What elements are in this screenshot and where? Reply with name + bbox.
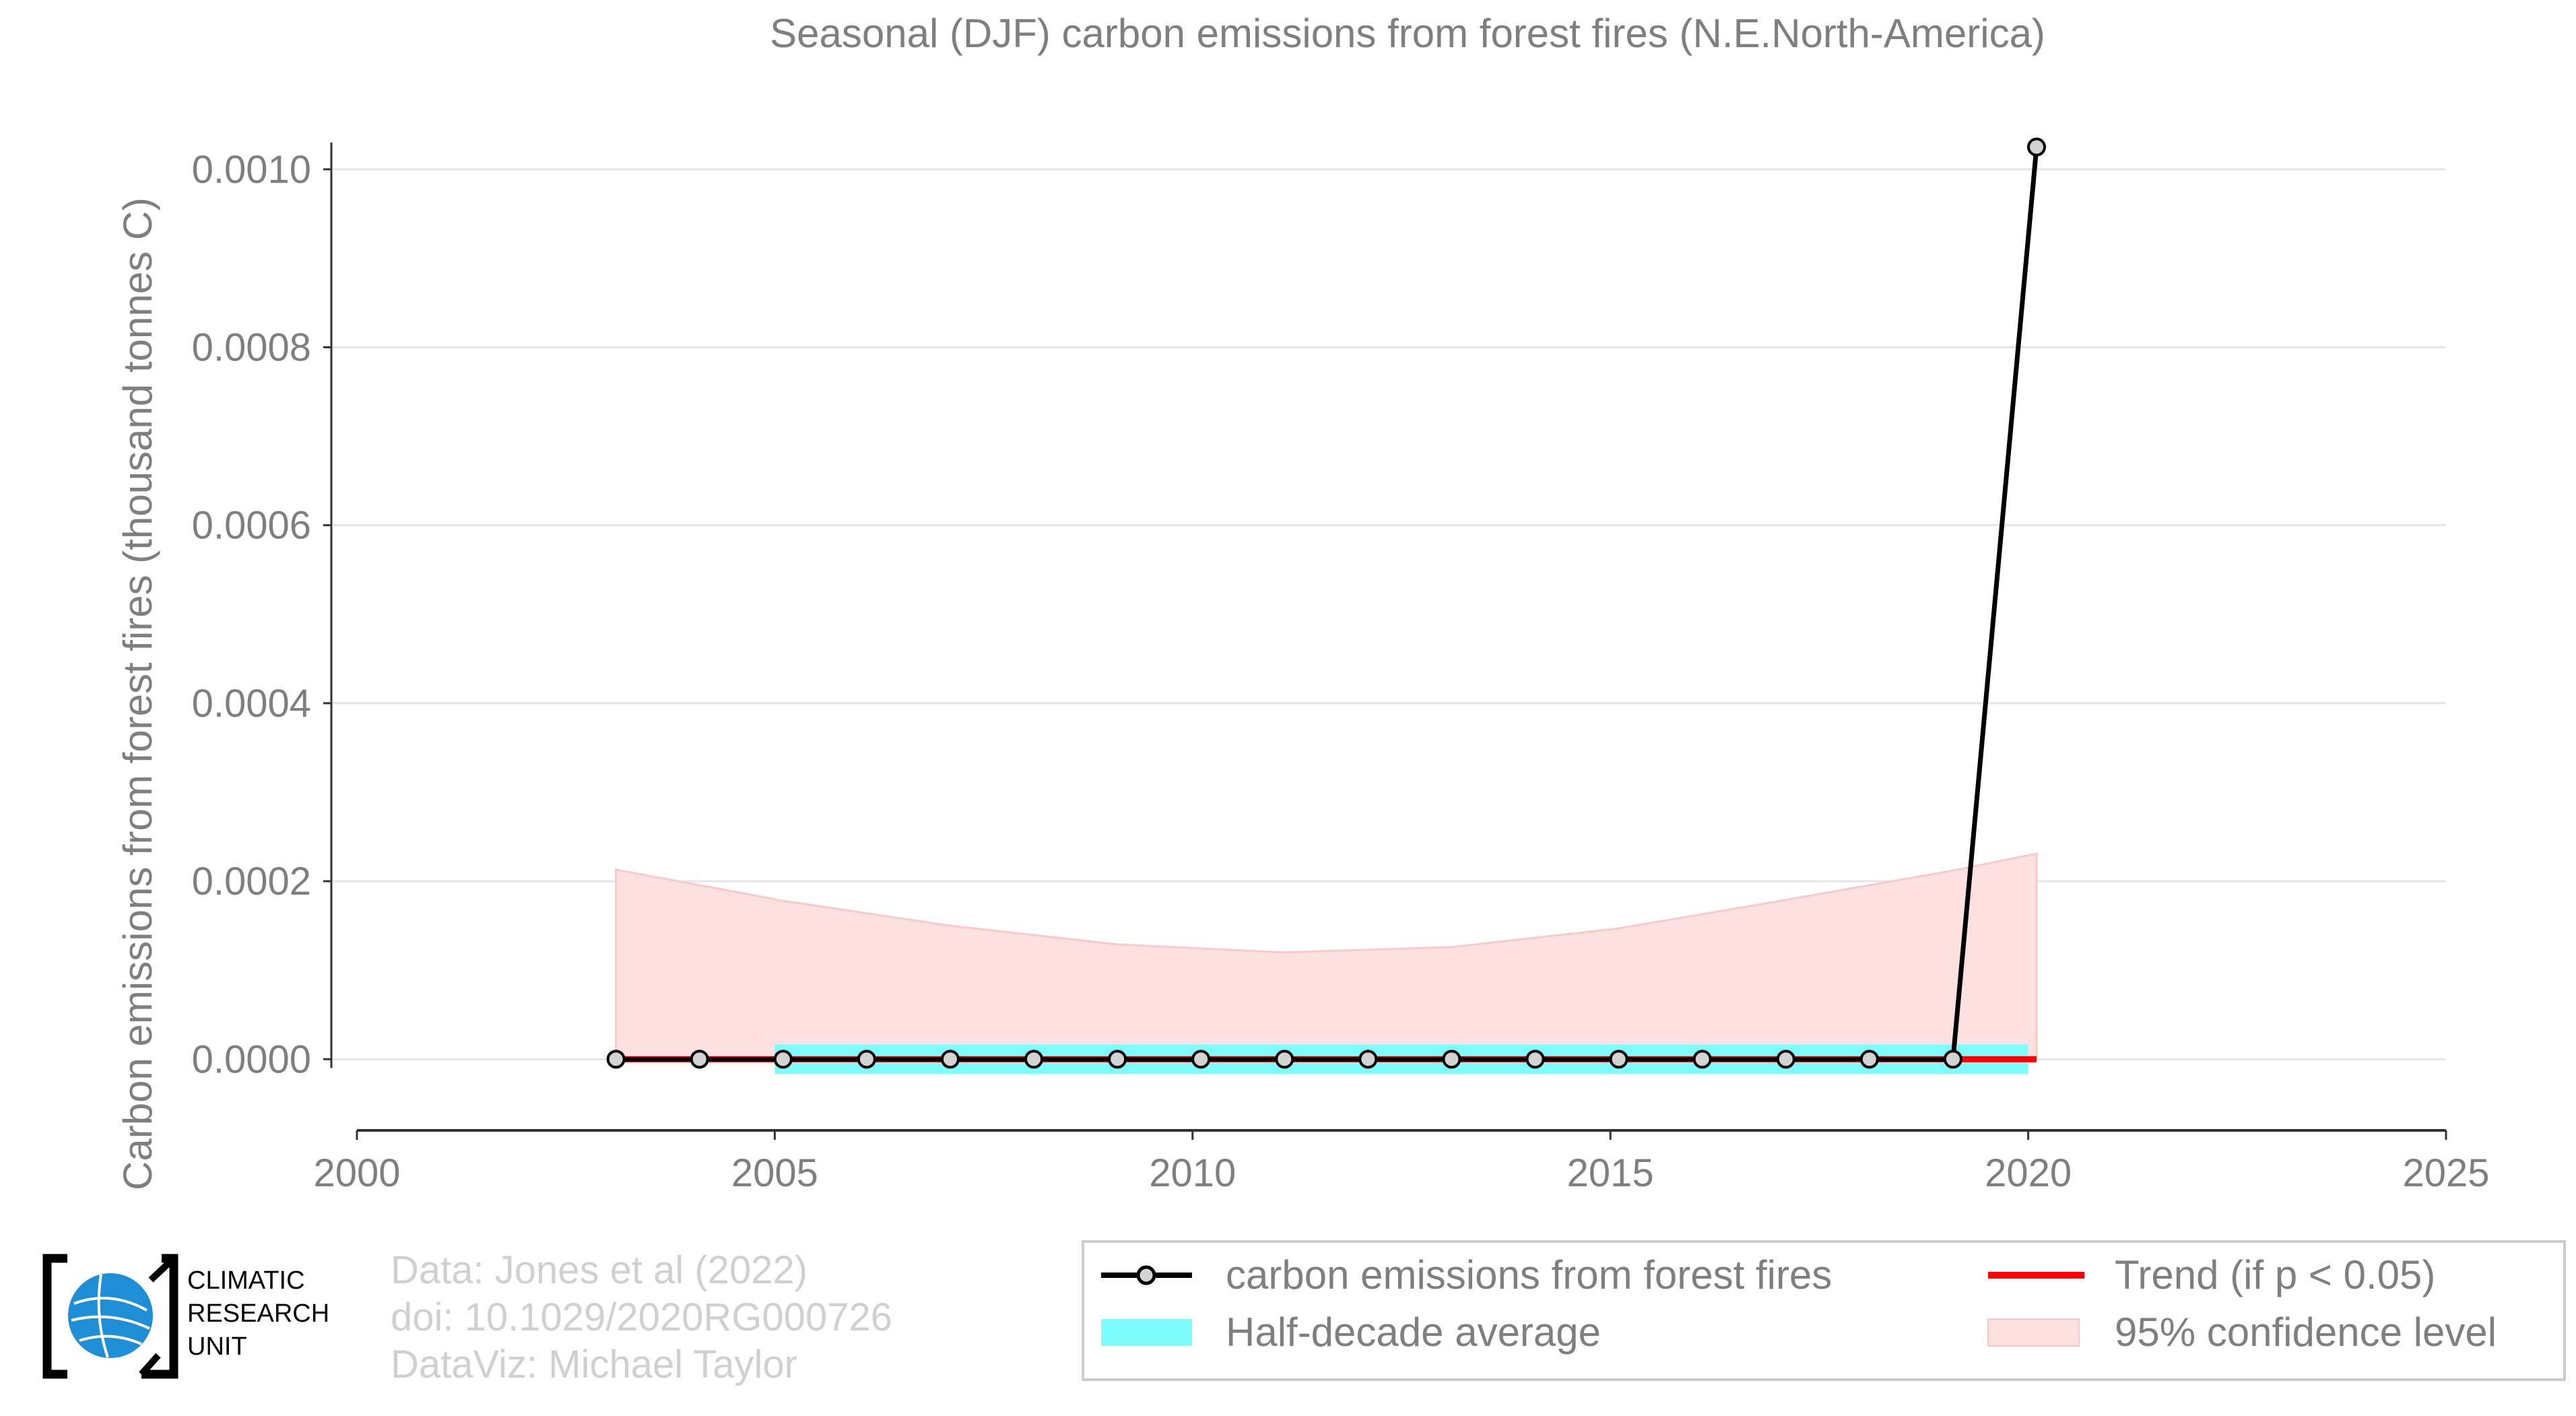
credits-line3: DataViz: Michael Taylor — [391, 1343, 797, 1386]
credits-line1: Data: Jones et al (2022) — [391, 1248, 807, 1292]
logo-line3: UNIT — [187, 1332, 247, 1361]
emission-data-point — [1442, 1050, 1461, 1069]
emission-data-point — [1525, 1050, 1545, 1069]
x-tick-label: 2010 — [1149, 1151, 1236, 1195]
emission-data-point — [1943, 1050, 1962, 1069]
emission-data-point — [2027, 137, 2047, 157]
emission-data-point — [1859, 1050, 1879, 1069]
credits: Data: Jones et al (2022) doi: 10.1029/20… — [391, 1248, 892, 1386]
logo-bracket-left — [42, 1254, 67, 1379]
y-tick-label: 0.0008 — [192, 325, 311, 369]
legend-label-confidence: 95% confidence level — [2115, 1310, 2497, 1355]
legend-box — [1082, 1240, 2566, 1381]
emission-data-point — [1358, 1050, 1378, 1069]
legend-label-half-decade: Half-decade average — [1226, 1310, 1601, 1355]
cru-logo: CLIMATIC RESEARCH UNIT — [42, 1254, 329, 1379]
y-tick-label: 0.0004 — [192, 682, 311, 726]
emission-data-point — [1108, 1050, 1127, 1069]
emission-data-point — [1191, 1050, 1211, 1069]
logo-line1: CLIMATIC — [187, 1266, 305, 1295]
legend-swatch-half-decade — [1101, 1319, 1192, 1346]
grid-lines — [331, 168, 2446, 1060]
legend-swatch-emissions-marker — [1136, 1265, 1156, 1285]
axes: 0.0000 0.0002 0.0004 0.0006 0.0008 0.0010 2000… — [192, 142, 2490, 1195]
emission-data-point — [1692, 1050, 1712, 1069]
logo-slash — [148, 1256, 176, 1283]
emission-data-point — [690, 1050, 709, 1069]
legend-swatch-confidence — [1987, 1318, 2080, 1347]
emission-data-point — [773, 1050, 793, 1069]
x-tick-label: 2015 — [1567, 1151, 1654, 1195]
legend-label-trend: Trend (if p < 0.05) — [2115, 1252, 2435, 1297]
emission-data-point — [940, 1050, 960, 1069]
globe-lines — [71, 1274, 150, 1358]
emission-data-point — [1275, 1050, 1294, 1069]
chart-title: Seasonal (DJF) carbon emissions from for… — [770, 11, 2045, 56]
y-tick-label: 0.0002 — [192, 860, 311, 903]
logo-slash-lower — [139, 1353, 161, 1377]
emission-data-point — [1776, 1050, 1795, 1069]
y-tick-label: 0.0000 — [192, 1037, 311, 1081]
y-tick-label: 0.0010 — [192, 148, 311, 191]
y-tick-label: 0.0006 — [192, 504, 311, 548]
emission-data-point — [606, 1050, 626, 1069]
logo-bracket-right — [141, 1254, 178, 1379]
x-tick-label: 2000 — [313, 1151, 400, 1195]
x-tick-label: 2005 — [731, 1151, 818, 1195]
legend: carbon emissions from forest fires Half-… — [1082, 1240, 2566, 1381]
emission-series-line — [616, 146, 2039, 1062]
legend-label-emissions: carbon emissions from forest fires — [1226, 1252, 1832, 1297]
x-tick-label: 2025 — [2402, 1151, 2489, 1195]
emission-series-layer — [606, 137, 2047, 1069]
emission-data-point — [1024, 1050, 1044, 1069]
emission-data-point — [857, 1050, 876, 1069]
globe-icon — [68, 1273, 153, 1358]
credits-line2: doi: 10.1029/2020RG000726 — [391, 1295, 892, 1339]
logo-line2: RESEARCH — [187, 1299, 329, 1328]
x-tick-label: 2020 — [1985, 1151, 2072, 1195]
emission-data-point — [1609, 1050, 1628, 1069]
y-axis-label: Carbon emissions from forest fires (thou… — [115, 197, 160, 1190]
